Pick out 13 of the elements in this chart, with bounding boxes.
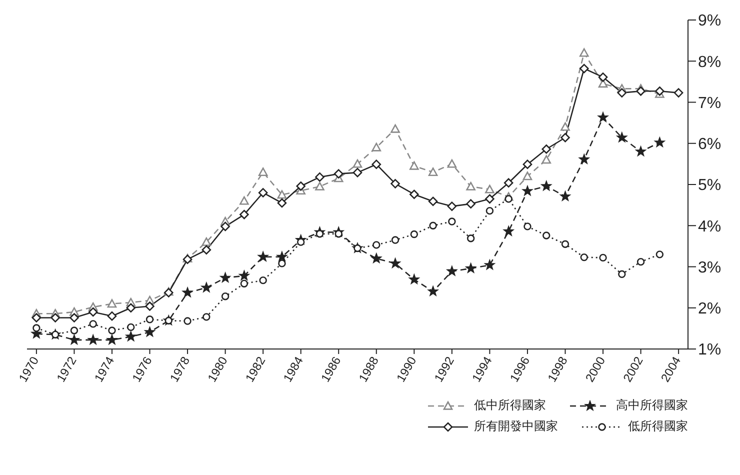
y-tick-label: 2%: [698, 300, 722, 318]
legend-label: 低中所得國家: [474, 397, 546, 414]
y-tick-label: 8%: [698, 54, 722, 71]
legend-label: 高中所得國家: [616, 397, 688, 414]
legend-label: 所有開發中國家: [474, 418, 558, 435]
y-tick-label: 1%: [698, 342, 722, 359]
legend-label: 低所得國家: [628, 418, 688, 435]
y-tick-label: 6%: [698, 136, 722, 154]
y-tick-label: 3%: [698, 259, 722, 276]
y-tick-label: 5%: [698, 177, 722, 194]
y-tick-label: 4%: [698, 218, 722, 236]
y-tick-label: 7%: [698, 94, 722, 112]
y-tick-label: 9%: [698, 12, 722, 30]
